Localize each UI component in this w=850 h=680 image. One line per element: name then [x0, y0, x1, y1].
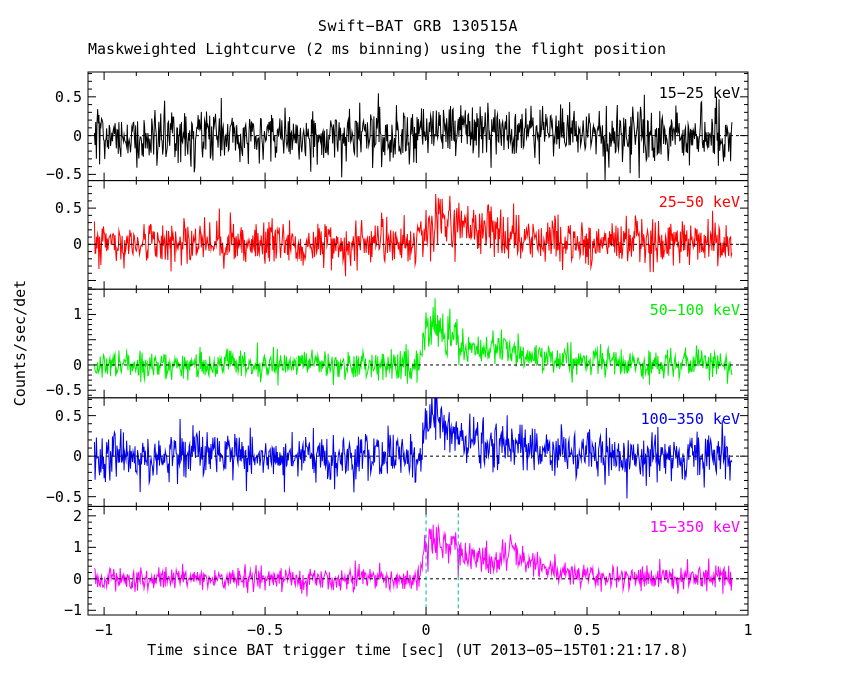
xtick-label: −0.5: [247, 621, 284, 639]
xtick-label: 0: [421, 621, 431, 639]
x-axis-label: Time since BAT trigger time [sec] (UT 20…: [147, 641, 689, 659]
ytick-label: 2: [72, 506, 82, 525]
ytick-label: 0: [72, 235, 82, 254]
ytick-label: 0: [72, 569, 82, 588]
ytick-label: −0.5: [45, 165, 82, 184]
xtick-label: −1: [95, 621, 114, 639]
energy-band-label: 15−350 keV: [649, 518, 740, 537]
ytick-label: −1: [63, 601, 82, 620]
ytick-label: −0.5: [45, 487, 82, 506]
chart-subtitle: Maskweighted Lightcurve (2 ms binning) u…: [88, 40, 666, 58]
ytick-label: 0.5: [54, 406, 82, 425]
ytick-label: 1: [72, 538, 82, 557]
energy-band-label: 50−100 keV: [649, 301, 740, 320]
ytick-label: 0: [72, 447, 82, 466]
ytick-label: 0: [72, 126, 82, 145]
energy-band-label: 25−50 keV: [658, 192, 740, 211]
ytick-label: 1: [72, 305, 82, 324]
xtick-label: 0.5: [573, 621, 601, 639]
ytick-label: 0.5: [54, 87, 82, 106]
energy-band-label: 100−350 keV: [640, 409, 740, 428]
chart-title: Swift−BAT GRB 130515A: [317, 17, 519, 35]
ytick-label: 0.5: [54, 199, 82, 218]
ytick-label: 0: [72, 355, 82, 374]
xtick-label: 1: [743, 621, 753, 639]
ytick-label: −0.5: [45, 381, 82, 400]
energy-band-label: 15−25 keV: [658, 84, 740, 102]
